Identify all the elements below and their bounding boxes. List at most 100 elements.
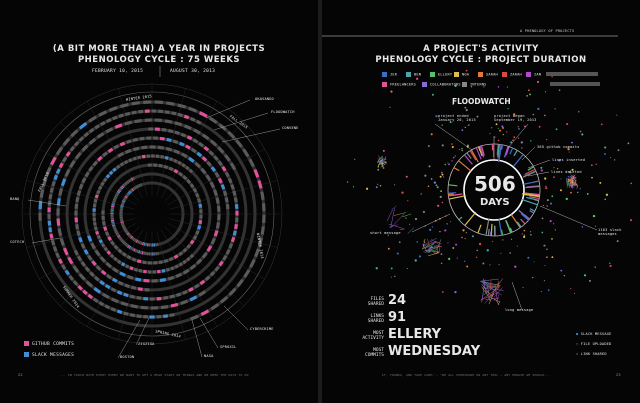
activity-segment: [213, 189, 218, 196]
slack-dot: [456, 257, 458, 259]
activity-segment: [132, 156, 137, 161]
slack-dot: [476, 256, 478, 258]
slack-dot: [430, 178, 433, 180]
person-swatch-icon: [382, 82, 387, 87]
commit-tick: [516, 221, 522, 228]
slack-dot: [594, 225, 597, 227]
activity-segment: [163, 295, 169, 300]
activity-segment: [210, 237, 216, 245]
activity-segment: [161, 127, 167, 132]
activity-segment: [174, 264, 179, 269]
slack-dot: [424, 174, 427, 177]
slack-dot: [420, 193, 422, 195]
annotation-leader: [434, 123, 473, 151]
activity-segment: [173, 149, 181, 155]
message-trace: [570, 181, 573, 188]
slack-dot: [502, 127, 504, 129]
activity-segment: [183, 114, 190, 120]
stat-value: WEDNESDAY: [388, 344, 481, 359]
slack-dot: [482, 262, 485, 265]
activity-segment: [116, 233, 120, 237]
slack-dot: [495, 123, 498, 126]
annotation-began: project began September 19, 2013: [494, 114, 537, 122]
slack-dot: [382, 167, 385, 169]
slack-dot: [517, 137, 520, 139]
activity-segment: [124, 229, 128, 233]
activity-segment: [232, 190, 237, 196]
activity-segment: [76, 230, 81, 236]
slack-dot: [536, 80, 540, 84]
slack-dot: [461, 147, 463, 150]
activity-segment: [126, 180, 130, 184]
label-leader: [117, 319, 141, 359]
slack-dot: [538, 125, 541, 128]
activity-segment: [178, 251, 184, 257]
activity-segment: [173, 254, 179, 259]
activity-segment: [138, 109, 144, 114]
dot-icon: ●: [576, 332, 579, 336]
slack-dot: [497, 86, 500, 88]
label-leader: [223, 305, 249, 331]
slack-dot: [379, 185, 382, 187]
slack-dot: [492, 241, 494, 243]
commit-tick: [497, 144, 501, 158]
activity-segment: [136, 184, 140, 188]
activity-segment: [113, 144, 120, 150]
slack-dot: [545, 91, 547, 93]
commit-tick: [509, 227, 513, 233]
slack-dot: [591, 164, 593, 167]
activity-segment: [209, 139, 218, 147]
message-trace: [494, 285, 498, 303]
activity-segment: [52, 246, 58, 252]
activity-segment: [171, 111, 177, 116]
activity-segment: [218, 260, 224, 267]
activity-segment: [134, 277, 142, 282]
activity-segment: [177, 103, 187, 109]
activity-segment: [229, 162, 237, 171]
annotation-leader: [527, 159, 551, 169]
slack-dot: [427, 185, 430, 187]
message-trace: [567, 176, 576, 187]
slack-dot: [352, 186, 355, 188]
commit-tick: [479, 145, 485, 158]
activity-segment: [219, 295, 229, 304]
commit-tick: [527, 166, 535, 171]
activity-segment: [163, 258, 169, 264]
activity-segment: [80, 261, 86, 267]
slack-dot: [523, 235, 526, 239]
person-legend-item: COLLABORATORS: [422, 82, 461, 87]
slack-dot: [571, 168, 574, 171]
slack-dot: [436, 186, 439, 189]
slack-dot: [464, 260, 466, 262]
activity-segment: [203, 145, 210, 152]
activity-segment: [117, 248, 123, 254]
activity-segment: [206, 245, 213, 252]
commit-tick: [510, 214, 521, 229]
activity-segment: [132, 146, 140, 152]
activity-segment: [137, 155, 142, 160]
activity-segment: [180, 299, 189, 306]
activity-segment: [172, 139, 179, 145]
activity-segment: [122, 198, 127, 202]
slack-dot: [528, 89, 530, 92]
slack-dot: [498, 264, 500, 266]
slack-dot: [553, 223, 555, 225]
activity-segment: [121, 252, 127, 257]
activity-segment: [127, 179, 131, 183]
activity-segment: [56, 218, 61, 226]
message-trace: [480, 278, 499, 282]
slack-dot: [394, 275, 396, 278]
left-page: (A BIT MORE THAN) A YEAR IN PROJECTS PHE…: [0, 0, 318, 403]
slack-dot: [501, 125, 504, 128]
section-header: A PHENOLOGY OF PROJECTS: [520, 29, 575, 33]
slack-dot: [537, 107, 540, 110]
activity-segment: [201, 133, 210, 141]
activity-segment: [232, 230, 237, 236]
activity-segment: [78, 136, 85, 142]
activity-segment: [90, 242, 96, 250]
activity-segment: [195, 192, 200, 198]
activity-segment: [217, 177, 223, 184]
annotation-leader: [511, 281, 523, 311]
slack-dot: [554, 229, 556, 231]
slack-dot: [441, 291, 444, 293]
